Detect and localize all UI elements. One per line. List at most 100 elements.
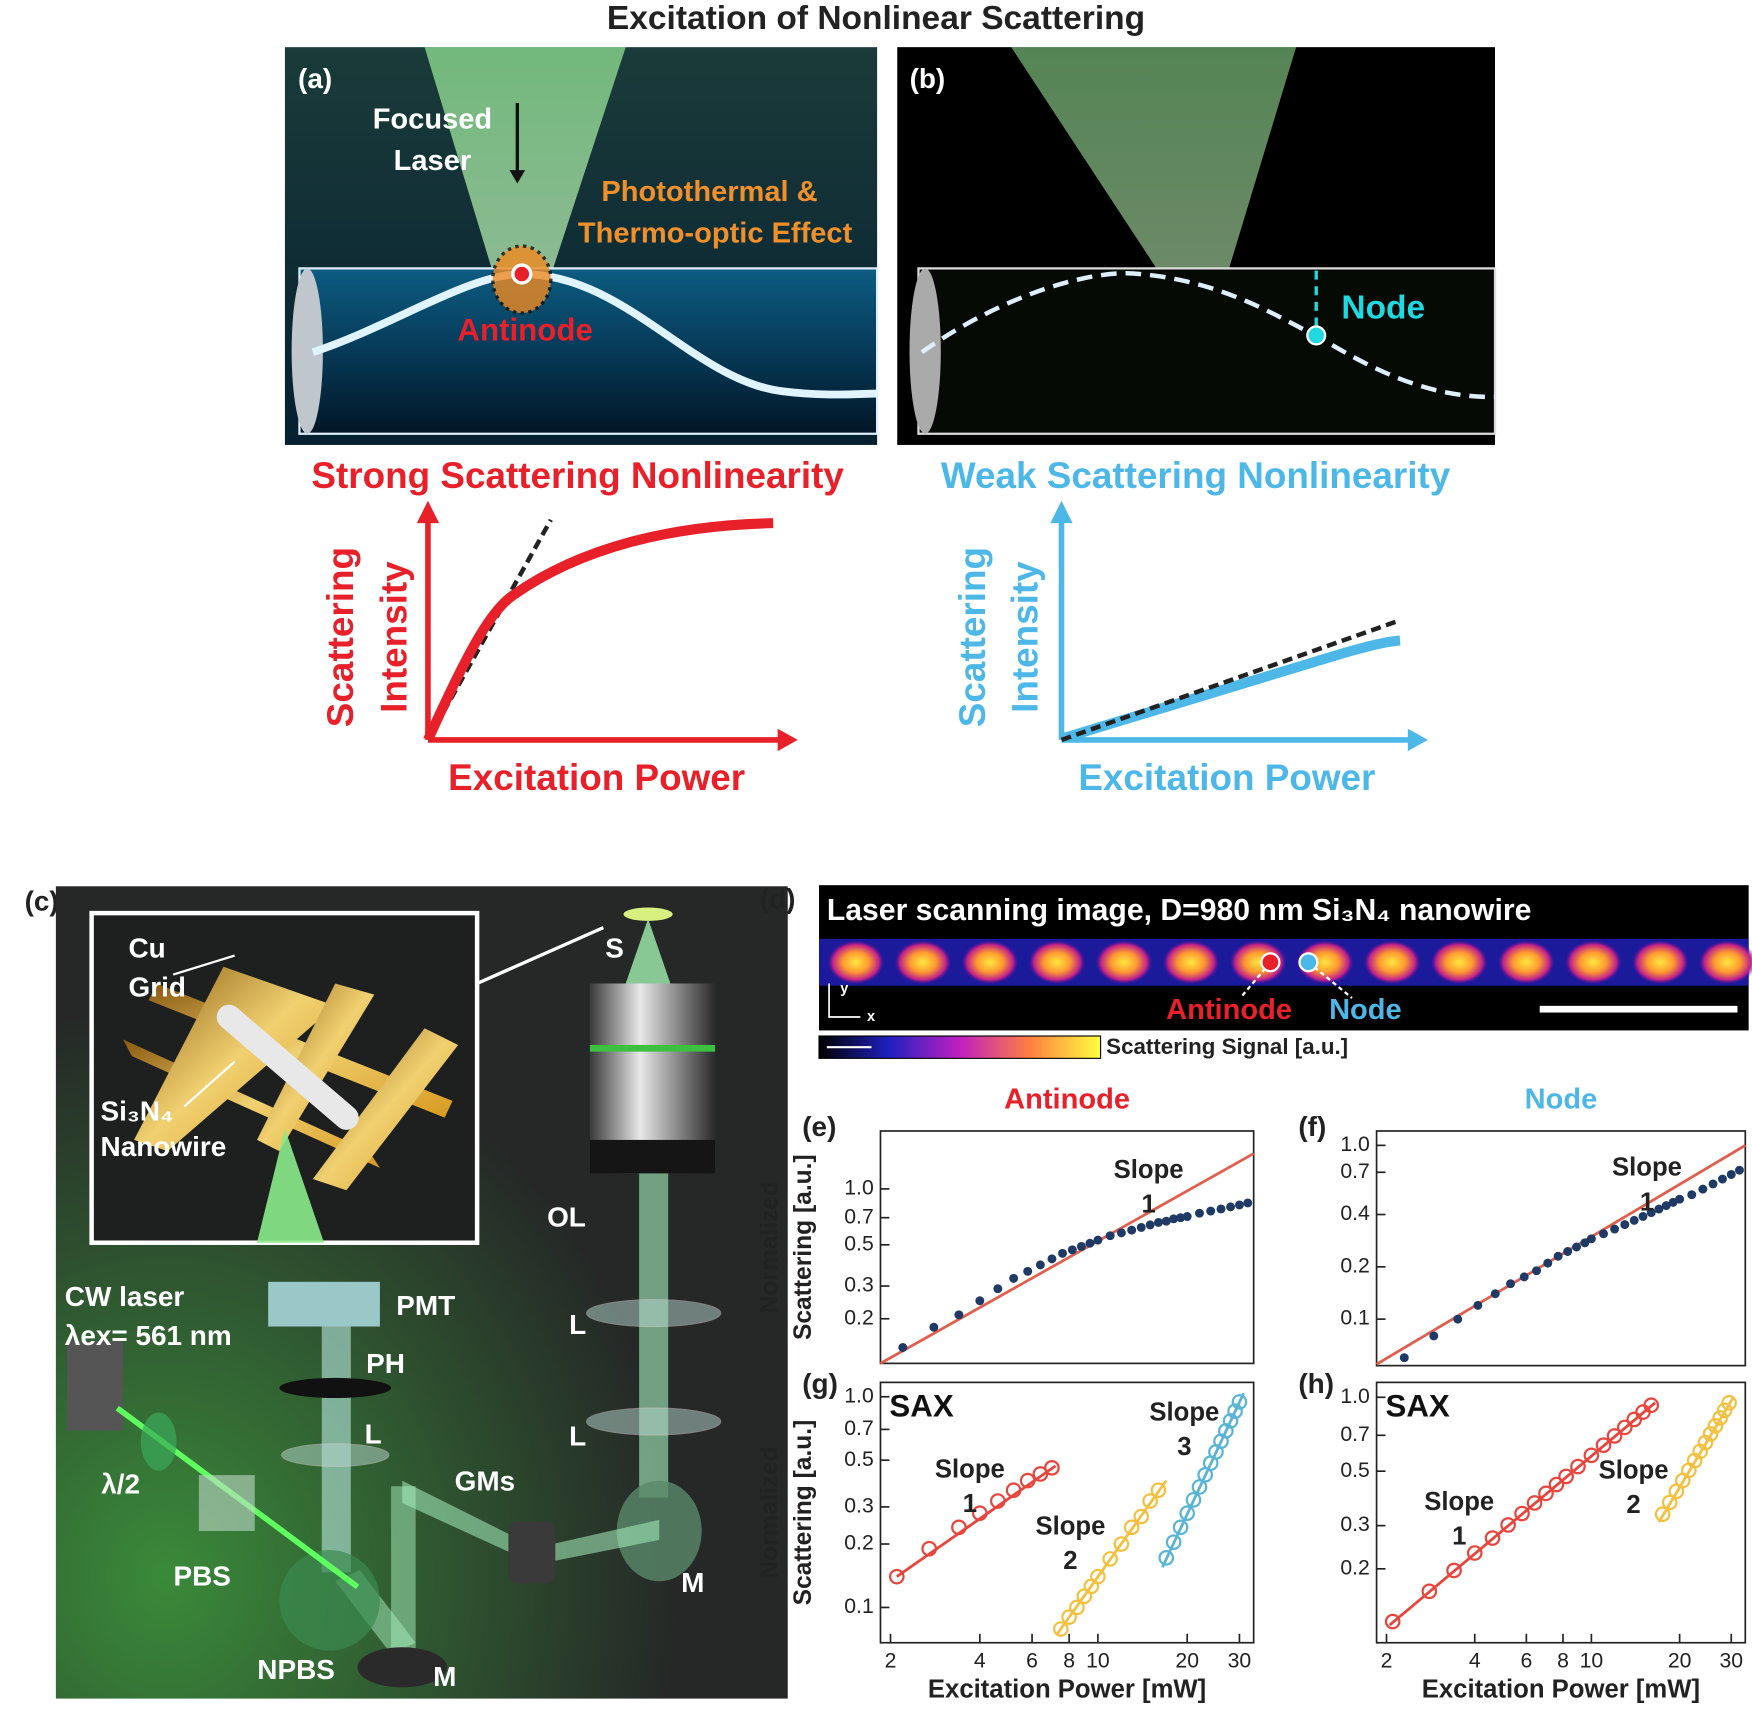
axis-arrow [777,728,798,752]
y-axis-label: Intensity [1005,561,1046,713]
chart: (e) Antinode Normalized Scattering [a.u.] 0.… [756,1083,1255,1365]
slope-label: Slope [1599,1457,1669,1485]
chart: (g) Normalized Scattering [a.u.] 0.1 0.2 0.3 0… [756,1368,1255,1704]
intensity-blob [1162,939,1221,985]
panel-label: (d) [760,883,796,914]
intensity-blob [960,939,1020,985]
data-point [898,1343,908,1352]
data-point [1176,1213,1186,1223]
part-label: M [433,1661,456,1692]
data-point [1586,1234,1596,1244]
data-point [1500,1517,1516,1533]
y-axis-label: Intensity [373,561,414,713]
slope-label: 1 [1452,1522,1466,1550]
antinode-label: Antinode [457,312,592,347]
intensity-blob [1497,939,1556,985]
response-curve [1063,635,1401,743]
data-point [1526,1495,1543,1511]
antinode-label: Antinode [1166,994,1292,1026]
y-tick-label: 0.7 [844,1417,874,1440]
y-axis-label: Normalized [756,1446,783,1578]
x-axis-label: Excitation Power [mW] [1422,1676,1700,1704]
part-label: OL [547,1202,586,1233]
intensity-blob [1631,939,1690,985]
laser-label: CW laser [65,1281,185,1312]
mirror [357,1647,447,1688]
data-point [1191,1479,1208,1495]
node-label: Node [1341,290,1425,327]
data-point [1708,1179,1718,1189]
data-point [1093,1235,1103,1245]
waveplate [140,1412,177,1471]
part-label: PMT [396,1290,455,1321]
data-point [1514,1505,1530,1522]
data-point [975,1296,985,1306]
y-tick-label: 0.4 [1340,1202,1370,1225]
data-point [1243,1198,1253,1208]
panel-label: (e) [802,1111,836,1142]
plot-frame [1375,1381,1747,1644]
axis-arrow [416,500,440,524]
slope-label: 1 [963,1490,977,1518]
y-tick-label: 0.5 [844,1448,874,1471]
data-point [1717,1174,1727,1184]
x-tick-label: 4 [1469,1649,1481,1672]
x-tick-label: 6 [1520,1649,1532,1672]
x-tick-label: 4 [974,1649,986,1672]
data-point [1519,1272,1529,1282]
data-point [1572,1242,1582,1252]
part-label: PBS [174,1560,231,1591]
laser-label: λex= 561 nm [65,1320,232,1351]
data-point [1172,1519,1189,1536]
axis-glyph-label: x [867,1009,875,1025]
leader [183,1060,236,1108]
y-tick-label: 0.2 [844,1532,874,1555]
slope-label: 3 [1177,1433,1191,1461]
x-tick-label: 2 [885,1649,897,1672]
data-point [1069,1599,1085,1616]
x-tick-label: 30 [1228,1649,1252,1672]
data-point [1226,1202,1236,1212]
axis-arrow [1407,728,1428,752]
data-point [1158,1549,1175,1566]
response-curve [423,518,774,742]
data-point [1076,1241,1086,1251]
node-label: Node [1329,994,1402,1026]
y-tick-label: 1.0 [1340,1385,1370,1408]
data-point [1712,1410,1728,1426]
schematic-a: Strong Scattering Nonlinearity Scatterin… [311,455,844,798]
y-axis-label: Scattering [a.u.] [790,1154,817,1340]
data-point [1150,1482,1167,1499]
laser-label: Laser [394,145,472,177]
slope-label: Slope [935,1455,1005,1483]
data-point [1169,1214,1179,1224]
data-point [1116,1228,1126,1238]
y-tick-label: 0.3 [1340,1513,1370,1536]
linear-guide [1060,619,1398,743]
standing-wave [920,271,1496,400]
panel-label: (g) [802,1368,838,1399]
objective-base [589,1139,716,1174]
x-tick-label: 30 [1719,1649,1743,1672]
slope-label: Slope [1424,1488,1494,1516]
y-axis-label: Scattering [952,547,993,727]
nanowire-cylinder [917,267,1497,435]
data-point [1661,1494,1678,1511]
data-point [1179,1505,1196,1522]
axis-arrow [1050,500,1073,524]
y-tick-label: 1.0 [844,1177,874,1200]
data-point [1726,1170,1736,1179]
slope-label: 2 [1063,1547,1077,1575]
objective-ring [589,1044,716,1052]
panel-c: (c) Cu Grid Si₃N₄ Nanowire S OL L L PMT … [25,885,788,1699]
data-point [1563,1247,1573,1256]
panel-label: (c) [25,885,59,916]
data-point [951,1519,967,1536]
data-point [1610,1224,1620,1234]
data-point [1553,1251,1563,1261]
intensity-blob [1698,939,1752,985]
data-point [1032,1466,1049,1482]
fit-line [1657,1396,1735,1523]
data-point [1123,1519,1140,1536]
